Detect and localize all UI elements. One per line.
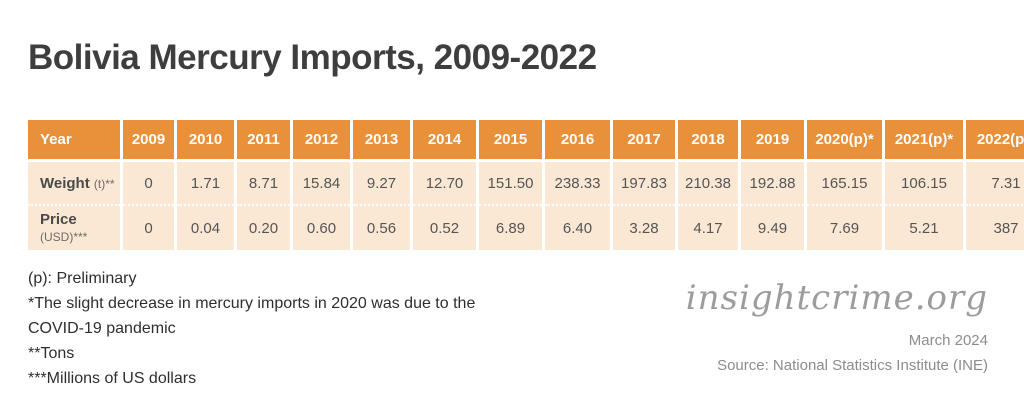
footnote-covid: *The slight decrease in mercury imports … — [28, 295, 476, 337]
price-stars: *** — [73, 230, 88, 244]
weight-2018: 210.38 — [678, 162, 738, 206]
header-2021p: 2021(p)* — [885, 120, 963, 162]
weight-2014: 12.70 — [413, 162, 476, 206]
weight-2010: 1.71 — [177, 162, 234, 206]
header-2019: 2019 — [741, 120, 804, 162]
weight-2011: 8.71 — [237, 162, 290, 206]
price-2020: 7.69 — [807, 206, 882, 250]
header-2013: 2013 — [353, 120, 410, 162]
header-2022p: 2022(p)* — [966, 120, 1024, 162]
price-2019: 9.49 — [741, 206, 804, 250]
weight-2021: 106.15 — [885, 162, 963, 206]
price-2009: 0 — [123, 206, 174, 250]
weight-unit: (t) — [93, 176, 106, 191]
price-2010: 0.04 — [177, 206, 234, 250]
weight-row-label: Weight (t)** — [28, 162, 120, 206]
price-label: Price — [40, 211, 77, 228]
weight-2019: 192.88 — [741, 162, 804, 206]
weight-2009: 0 — [123, 162, 174, 206]
price-2013: 0.56 — [353, 206, 410, 250]
branding-block: insightcrime.org March 2024 Source: Nati… — [686, 278, 988, 374]
footnote-preliminary: (p): Preliminary — [28, 270, 137, 287]
footnote-tons: **Tons — [28, 345, 75, 362]
table-row-weight: Weight (t)** 0 1.71 8.71 15.84 9.27 12.7… — [28, 162, 1024, 206]
weight-2013: 9.27 — [353, 162, 410, 206]
header-2018: 2018 — [678, 120, 738, 162]
header-year-label: Year — [28, 120, 120, 162]
header-2010: 2010 — [177, 120, 234, 162]
price-2018: 4.17 — [678, 206, 738, 250]
footnotes: (p): Preliminary *The slight decrease in… — [28, 266, 496, 391]
header-2012: 2012 — [293, 120, 350, 162]
price-2015: 6.89 — [479, 206, 542, 250]
page-title: Bolivia Mercury Imports, 2009-2022 — [28, 38, 597, 77]
price-2012: 0.60 — [293, 206, 350, 250]
table-header-row: Year 2009 2010 2011 2012 2013 2014 2015 … — [28, 120, 1024, 162]
weight-2020: 165.15 — [807, 162, 882, 206]
price-2021: 5.21 — [885, 206, 963, 250]
weight-label: Weight — [40, 174, 90, 192]
weight-2022: 7.31 — [966, 162, 1024, 206]
price-row-label: Price (USD)*** — [28, 206, 120, 250]
weight-stars: ** — [105, 176, 115, 191]
insightcrime-logo: insightcrime.org — [685, 278, 988, 318]
weight-2012: 15.84 — [293, 162, 350, 206]
header-2014: 2014 — [413, 120, 476, 162]
weight-2016: 238.33 — [545, 162, 610, 206]
header-2011: 2011 — [237, 120, 290, 162]
weight-2015: 151.50 — [479, 162, 542, 206]
table-row-price: Price (USD)*** 0 0.04 0.20 0.60 0.56 0.5… — [28, 206, 1024, 250]
price-2011: 0.20 — [237, 206, 290, 250]
price-2016: 6.40 — [545, 206, 610, 250]
weight-2017: 197.83 — [613, 162, 675, 206]
footnote-millions: ***Millions of US dollars — [28, 370, 197, 387]
header-2020p: 2020(p)* — [807, 120, 882, 162]
price-2022: 387 — [966, 206, 1024, 250]
header-2015: 2015 — [479, 120, 542, 162]
source-attribution: Source: National Statistics Institute (I… — [717, 357, 988, 374]
header-2017: 2017 — [613, 120, 675, 162]
price-2017: 3.28 — [613, 206, 675, 250]
publication-date: March 2024 — [908, 332, 988, 349]
imports-table: Year 2009 2010 2011 2012 2013 2014 2015 … — [25, 120, 1024, 250]
price-2014: 0.52 — [413, 206, 476, 250]
price-unit: (USD) — [40, 230, 74, 244]
header-2016: 2016 — [545, 120, 610, 162]
header-2009: 2009 — [123, 120, 174, 162]
